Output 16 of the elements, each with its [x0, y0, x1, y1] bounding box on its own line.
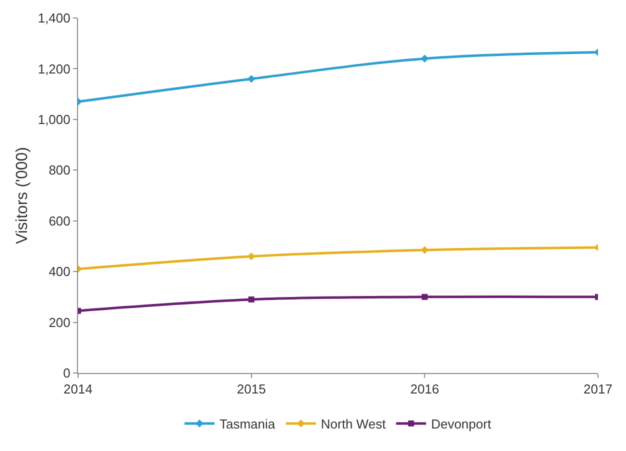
legend-label: Devonport	[431, 416, 492, 432]
x-tick-label: 2017	[584, 382, 612, 397]
y-tick-label: 400	[48, 264, 70, 280]
legend-label: North West	[320, 416, 386, 432]
x-tick-label: 2014	[64, 382, 92, 397]
y-tick-label: 200	[48, 314, 70, 330]
y-tick-label: 800	[48, 162, 70, 178]
y-tick-label: 0	[63, 366, 70, 381]
y-tick-label: 600	[48, 213, 70, 228]
y-axis-title: Visitors ('000)	[14, 146, 31, 244]
y-tick-label: 1,400	[38, 10, 70, 26]
y-tick-label: 1,000	[38, 112, 70, 127]
x-tick-label: 2016	[410, 382, 440, 397]
x-tick-label: 2015	[236, 382, 266, 397]
legend-label: Tasmania	[220, 416, 276, 432]
y-tick-label: 1,200	[38, 61, 70, 76]
